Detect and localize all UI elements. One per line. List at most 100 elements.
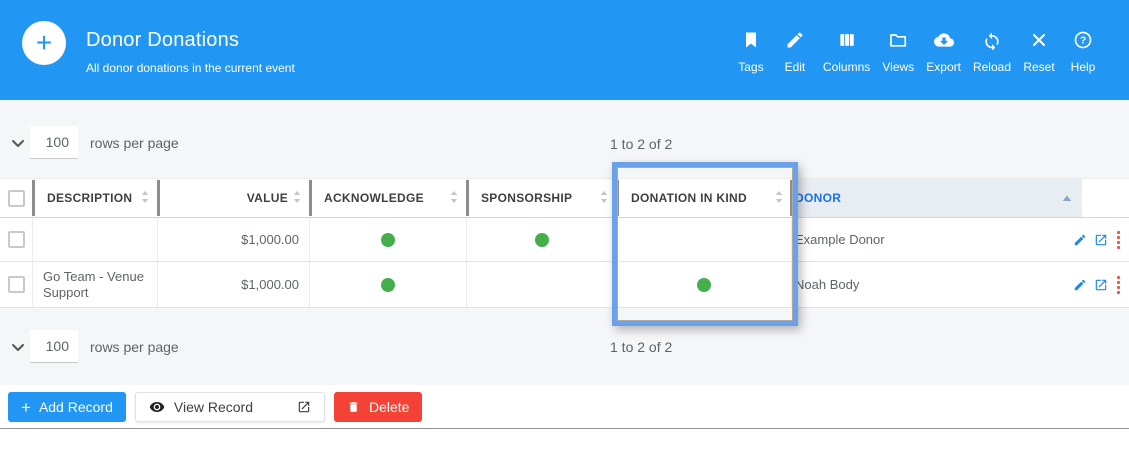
- column-divider[interactable]: [616, 180, 619, 216]
- pencil-icon: [784, 30, 806, 50]
- cell-donor: Example Donor: [795, 231, 885, 247]
- add-record-fab[interactable]: +: [22, 21, 66, 65]
- column-header-value[interactable]: VALUE: [157, 179, 310, 217]
- reset-button[interactable]: Reset: [1017, 30, 1061, 100]
- sync-icon: [981, 30, 1003, 50]
- cell-acknowledge: [310, 218, 467, 261]
- cell-description: [33, 218, 158, 261]
- cell-value: $1,000.00: [158, 218, 310, 261]
- bottom-divider: [0, 428, 1129, 429]
- column-header-actions: [1082, 179, 1129, 217]
- table-row[interactable]: Go Team - Venue Support $1,000.00 Noah B…: [0, 262, 1129, 308]
- row-menu-icon[interactable]: [1115, 274, 1122, 296]
- green-dot-icon: [697, 277, 711, 292]
- column-divider[interactable]: [309, 180, 312, 216]
- cell-sponsorship: [467, 262, 617, 307]
- sort-updown-icon: [449, 189, 459, 208]
- open-record-icon[interactable]: [1094, 278, 1108, 292]
- cell-description: Go Team - Venue Support: [33, 262, 158, 307]
- column-divider[interactable]: [466, 180, 469, 216]
- column-divider[interactable]: [157, 180, 160, 216]
- close-icon: [1028, 30, 1050, 50]
- pagination-range: 1 to 2 of 2: [610, 136, 673, 152]
- column-label: DONOR: [795, 191, 842, 205]
- column-divider[interactable]: [32, 180, 35, 216]
- donations-table: DESCRIPTION VALUE ACKNOWLEDGE SPONSORSHI…: [0, 178, 1129, 308]
- column-label: ACKNOWLEDGE: [324, 191, 424, 205]
- columns-button[interactable]: Columns: [817, 30, 876, 100]
- column-header-donor-sorted[interactable]: DONOR: [792, 179, 1082, 217]
- edit-button[interactable]: Edit: [773, 30, 817, 100]
- edit-row-icon[interactable]: [1073, 233, 1087, 247]
- edit-row-icon[interactable]: [1073, 278, 1087, 292]
- pagination-bar-bottom: rows per page 1 to 2 of 2: [0, 308, 1129, 385]
- column-header-acknowledge[interactable]: ACKNOWLEDGE: [309, 179, 467, 217]
- export-button[interactable]: Export: [920, 30, 967, 100]
- green-dot-icon: [381, 277, 395, 292]
- tool-label: Help: [1070, 60, 1096, 74]
- tool-label: Edit: [784, 60, 806, 74]
- sort-ascending-icon: [1062, 191, 1072, 205]
- cell-donor: Noah Body: [795, 276, 860, 292]
- select-all-checkbox[interactable]: [8, 189, 25, 207]
- column-header-description[interactable]: DESCRIPTION: [32, 179, 158, 217]
- row-checkbox[interactable]: [7, 276, 25, 293]
- add-record-button[interactable]: + Add Record: [8, 392, 126, 422]
- delete-button[interactable]: Delete: [334, 392, 423, 422]
- column-header-sponsorship[interactable]: SPONSORSHIP: [466, 179, 617, 217]
- row-menu-icon[interactable]: [1115, 229, 1122, 251]
- rows-per-page-input[interactable]: [30, 330, 78, 363]
- pagination-bar-top: rows per page 1 to 2 of 2: [0, 100, 1129, 178]
- plus-icon: +: [35, 27, 53, 58]
- column-header-donation-in-kind[interactable]: DONATION IN KIND: [616, 179, 793, 217]
- reload-button[interactable]: Reload: [967, 30, 1017, 100]
- cell-acknowledge: [310, 262, 467, 307]
- header-toolbar: Tags Edit Columns Views Export Reload: [729, 30, 1105, 100]
- chevron-down-icon[interactable]: [8, 133, 28, 153]
- tags-button[interactable]: Tags: [729, 30, 773, 100]
- green-dot-icon: [534, 232, 549, 247]
- rows-per-page-label: rows per page: [90, 338, 179, 355]
- delete-label: Delete: [369, 399, 410, 415]
- select-all-cell: [0, 179, 33, 217]
- green-dot-icon: [381, 232, 395, 247]
- view-record-button[interactable]: View Record: [134, 392, 325, 422]
- row-checkbox[interactable]: [7, 231, 25, 248]
- rows-per-page-label: rows per page: [90, 134, 179, 151]
- tool-label: Columns: [822, 60, 871, 74]
- folder-icon: [887, 30, 909, 50]
- eye-icon: [149, 399, 165, 415]
- page-header: + Donor Donations All donor donations in…: [0, 0, 1129, 100]
- rows-per-page-control: rows per page: [8, 126, 179, 159]
- row-actions: [1074, 218, 1129, 261]
- views-button[interactable]: Views: [876, 30, 920, 100]
- column-label: DESCRIPTION: [47, 191, 133, 205]
- cloud-download-icon: [933, 30, 955, 50]
- tool-label: Reset: [1023, 60, 1055, 74]
- cell-donation-in-kind: [617, 262, 792, 307]
- cell-donation-in-kind: [617, 218, 792, 261]
- sort-updown-icon: [292, 189, 302, 208]
- page-title: Donor Donations: [86, 29, 240, 51]
- svg-text:?: ?: [1080, 36, 1086, 47]
- chevron-down-icon[interactable]: [8, 337, 28, 357]
- content-area: rows per page 1 to 2 of 2 DESCRIPTION VA…: [0, 100, 1129, 385]
- tool-label: Tags: [738, 60, 764, 74]
- page-subtitle: All donor donations in the current event: [86, 61, 295, 75]
- tool-label: Export: [926, 60, 961, 74]
- table-row[interactable]: $1,000.00 Example Donor: [0, 218, 1129, 262]
- column-label: VALUE: [246, 191, 288, 205]
- tool-label: Reload: [972, 60, 1011, 74]
- row-actions: [1074, 262, 1129, 307]
- plus-icon: +: [21, 397, 31, 417]
- rows-per-page-control: rows per page: [8, 330, 179, 363]
- column-divider[interactable]: [790, 180, 793, 216]
- sort-updown-icon: [140, 189, 150, 208]
- tool-label: Views: [882, 60, 915, 74]
- rows-per-page-input[interactable]: [30, 126, 78, 159]
- help-button[interactable]: ? Help: [1061, 30, 1105, 100]
- cell-value: $1,000.00: [158, 262, 310, 307]
- open-record-icon[interactable]: [1094, 233, 1108, 247]
- bookmark-icon: [740, 30, 762, 50]
